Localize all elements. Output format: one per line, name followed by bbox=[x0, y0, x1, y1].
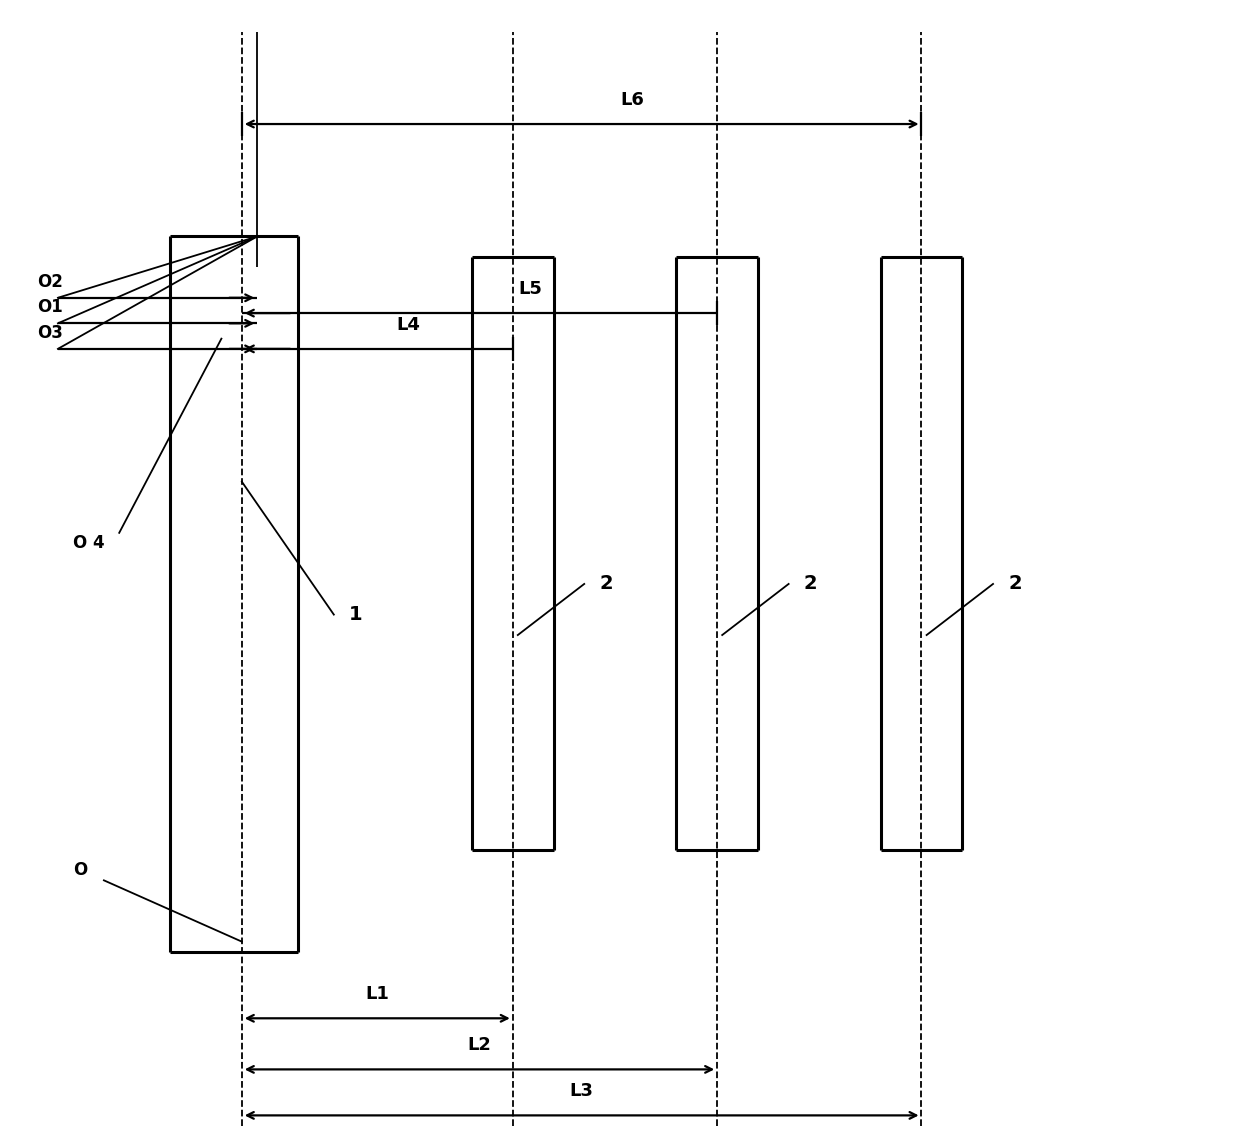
Text: 2: 2 bbox=[1008, 575, 1022, 594]
Text: L4: L4 bbox=[396, 316, 420, 334]
Text: O2: O2 bbox=[37, 273, 63, 291]
Text: O3: O3 bbox=[37, 323, 63, 341]
Text: 2: 2 bbox=[804, 575, 817, 594]
Text: L5: L5 bbox=[518, 279, 543, 298]
Text: L3: L3 bbox=[569, 1082, 594, 1100]
Text: L1: L1 bbox=[366, 985, 389, 1003]
Text: O 4: O 4 bbox=[73, 534, 105, 552]
Text: O: O bbox=[73, 861, 88, 879]
Text: L2: L2 bbox=[467, 1036, 491, 1054]
Text: 1: 1 bbox=[350, 605, 363, 624]
Text: L6: L6 bbox=[621, 90, 645, 108]
Text: 2: 2 bbox=[600, 575, 614, 594]
Text: O1: O1 bbox=[37, 299, 63, 317]
